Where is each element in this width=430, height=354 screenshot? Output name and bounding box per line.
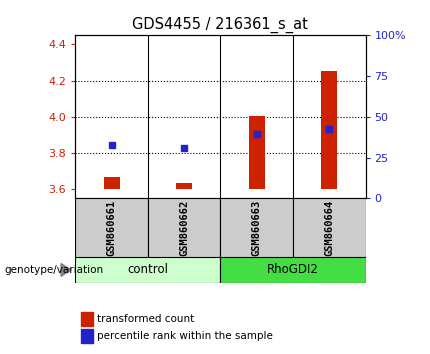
Text: percentile rank within the sample: percentile rank within the sample — [97, 331, 273, 341]
Bar — [104, 177, 120, 189]
Bar — [176, 183, 192, 189]
Text: genotype/variation: genotype/variation — [4, 265, 104, 275]
Text: GSM860662: GSM860662 — [179, 199, 189, 256]
Bar — [293, 198, 366, 257]
Bar — [81, 329, 93, 343]
Text: GSM860663: GSM860663 — [252, 199, 262, 256]
Bar — [221, 198, 293, 257]
Text: transformed count: transformed count — [97, 314, 194, 324]
Text: control: control — [127, 263, 168, 276]
Bar — [249, 116, 264, 189]
Text: GSM860664: GSM860664 — [324, 199, 334, 256]
Bar — [75, 257, 221, 283]
Bar — [221, 257, 366, 283]
Bar — [75, 198, 148, 257]
Title: GDS4455 / 216361_s_at: GDS4455 / 216361_s_at — [132, 16, 308, 33]
Text: RhoGDI2: RhoGDI2 — [267, 263, 319, 276]
Text: GSM860661: GSM860661 — [107, 199, 117, 256]
Bar — [321, 71, 337, 189]
Bar — [81, 312, 93, 326]
Bar — [148, 198, 220, 257]
